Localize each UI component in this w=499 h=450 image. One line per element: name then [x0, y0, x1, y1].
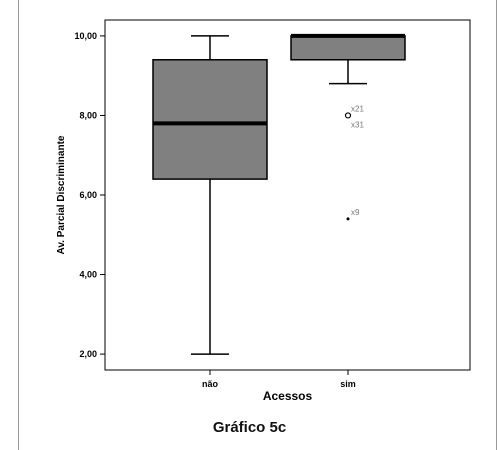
- y-tick-label: 10,00: [74, 31, 97, 41]
- y-tick-label: 4,00: [79, 270, 97, 280]
- x-tick-label: não: [202, 379, 219, 389]
- y-axis-title: Av. Parcial Discriminante: [56, 135, 67, 254]
- outlier-label: x9: [351, 208, 360, 217]
- y-tick-label: 6,00: [79, 190, 97, 200]
- x-tick-label: sim: [340, 379, 356, 389]
- box-iqr: [152, 59, 268, 180]
- outlier-marker: [346, 217, 350, 221]
- outlier-label: x21: [351, 104, 364, 113]
- figure-caption: Gráfico 5c: [212, 419, 287, 436]
- y-tick-label: 2,00: [79, 349, 97, 359]
- x-axis-title: Acessos: [263, 389, 313, 403]
- plot-area: 2,00 4,00 6,00 8,00 10,00 não sim Acessos Av. Pa…: [56, 19, 471, 403]
- outlier-label: x31: [351, 120, 364, 129]
- outlier-marker: [344, 112, 352, 119]
- page-frame: [18, 0, 497, 450]
- y-tick-label: 8,00: [79, 110, 97, 120]
- box-iqr: [290, 35, 406, 61]
